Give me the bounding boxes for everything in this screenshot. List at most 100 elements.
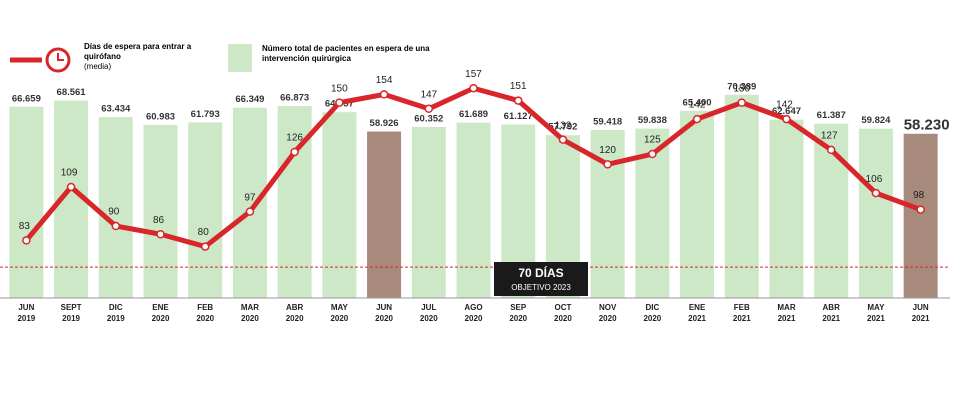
- line-value-label: 86: [153, 215, 165, 226]
- bar: [769, 119, 804, 298]
- x-tick-label-part: MAR: [777, 303, 795, 312]
- bar-value-label: 60.983: [146, 111, 175, 122]
- legend-line-text: Días de espera para entrar a quirófano (…: [84, 42, 192, 71]
- target-label: 70 DÍAS: [518, 265, 563, 280]
- line-point: [290, 147, 299, 157]
- line-value-label: 142: [689, 100, 706, 111]
- bar-value-label: 62.647: [772, 106, 801, 117]
- line-value-label: 127: [821, 131, 838, 142]
- bar-value-label: 66.873: [280, 93, 309, 104]
- x-tick-label: SEPT 2019: [61, 303, 82, 323]
- line-point: [156, 229, 165, 239]
- x-tick-label-part: 2020: [375, 314, 393, 323]
- legend-bar-swatch: [228, 44, 252, 72]
- legend-text: Días de espera para entrar a quirófano: [84, 42, 192, 61]
- line-point: [603, 160, 612, 169]
- x-tick-label-part: AGO: [464, 303, 482, 312]
- line-value-label: 125: [644, 135, 661, 146]
- x-tick-label: NOV 2020: [599, 303, 617, 323]
- x-tick-label-part: JUN: [376, 303, 392, 312]
- x-tick-label-part: JUN: [18, 303, 34, 312]
- x-tick-label-part: 2020: [330, 314, 348, 323]
- x-tick-label-part: 2021: [688, 314, 706, 323]
- x-tick-label: ENE 2021: [688, 303, 706, 323]
- line-point: [66, 182, 76, 192]
- x-tick-label-part: MAY: [331, 303, 349, 312]
- legend-clock-hands: [57, 53, 64, 61]
- bar: [903, 133, 938, 298]
- x-tick-label-part: 2021: [912, 314, 930, 323]
- x-tick-label-part: DIC: [645, 303, 659, 312]
- x-tick-label: DIC 2019: [107, 303, 125, 323]
- x-tick-label-part: 2020: [196, 314, 214, 323]
- line-value-label: 90: [108, 207, 120, 218]
- bar-value-label: 61.387: [817, 110, 846, 121]
- x-tick-label-part: FEB: [734, 303, 750, 312]
- x-tick-label: JUN 2021: [912, 303, 930, 323]
- bar-value-label: 59.838: [638, 115, 667, 126]
- line-value-label: 106: [866, 174, 883, 185]
- x-tick-label-part: JUL: [421, 303, 436, 312]
- x-tick-label-part: 2020: [286, 314, 304, 323]
- bar-value-label: 70.389: [727, 81, 756, 92]
- x-tick-label: SEP 2020: [509, 303, 527, 323]
- x-tick-label-part: 2020: [643, 314, 661, 323]
- line-value-label: 142: [776, 100, 793, 111]
- bar: [143, 124, 178, 298]
- bar: [98, 117, 133, 298]
- x-tick-label-part: JUN: [913, 303, 929, 312]
- x-tick-label-part: 2020: [509, 314, 527, 323]
- line-point: [335, 98, 344, 107]
- bar: [456, 122, 491, 299]
- x-tick-label-part: SEPT: [61, 303, 82, 312]
- x-tick-label-part: 2020: [465, 314, 483, 323]
- x-tick-label-part: NOV: [599, 303, 617, 312]
- bar: [680, 110, 715, 298]
- bar: [858, 128, 893, 298]
- bar: [367, 131, 402, 298]
- line-value-label: 154: [376, 75, 393, 86]
- line-point: [916, 205, 925, 214]
- bar-value-label: 60.352: [414, 113, 443, 124]
- bar-value-label: 61.689: [459, 109, 488, 120]
- bar-value-label: 57.792: [548, 122, 577, 133]
- x-tick-label-part: 2019: [62, 314, 80, 323]
- bar-value-label: 58.230: [904, 117, 950, 134]
- x-tick-label-part: ENE: [689, 303, 706, 312]
- line-value-label: 150: [733, 83, 750, 94]
- line-value-label: 157: [465, 69, 482, 80]
- line-value-label: 80: [198, 227, 210, 238]
- x-tick-label-part: 2019: [17, 314, 35, 323]
- line-point: [558, 135, 568, 144]
- x-tick-label: ENE 2020: [152, 303, 170, 323]
- bar-value-label: 58.926: [370, 118, 399, 129]
- x-tick-label: JUL 2020: [420, 303, 438, 323]
- x-tick-label: MAY 2021: [867, 303, 885, 323]
- x-tick-label: ABR 2021: [822, 303, 840, 323]
- line-point: [692, 114, 702, 124]
- line-point: [424, 104, 434, 114]
- line-value-label: 97: [244, 192, 256, 203]
- x-tick-label-part: 2021: [867, 314, 885, 323]
- x-tick-label-part: 2020: [241, 314, 259, 323]
- line-value-label: 150: [331, 83, 348, 94]
- legend-text: Número total de pacientes en espera de u…: [262, 44, 430, 63]
- target-box: [494, 262, 588, 296]
- x-tick-label-part: MAY: [867, 303, 885, 312]
- x-tick-label-part: 2020: [152, 314, 170, 323]
- bar-value-label: 61.793: [191, 109, 220, 120]
- x-tick-label-part: 2021: [822, 314, 840, 323]
- x-tick-label-part: MAR: [241, 303, 259, 312]
- bar: [9, 106, 44, 298]
- line-value-label: 132: [555, 120, 572, 131]
- line-point: [871, 188, 881, 198]
- x-tick-label: ABR 2020: [286, 303, 304, 323]
- x-tick-label-part: FEB: [197, 303, 213, 312]
- legend-bar-text: Número total de pacientes en espera de u…: [262, 44, 430, 63]
- bar: [411, 126, 446, 298]
- bar-value-label: 66.349: [235, 94, 264, 105]
- line-point: [826, 145, 836, 155]
- x-tick-label: JUN 2020: [375, 303, 393, 323]
- line-value-label: 83: [19, 221, 31, 232]
- x-tick-label-part: 2021: [733, 314, 751, 323]
